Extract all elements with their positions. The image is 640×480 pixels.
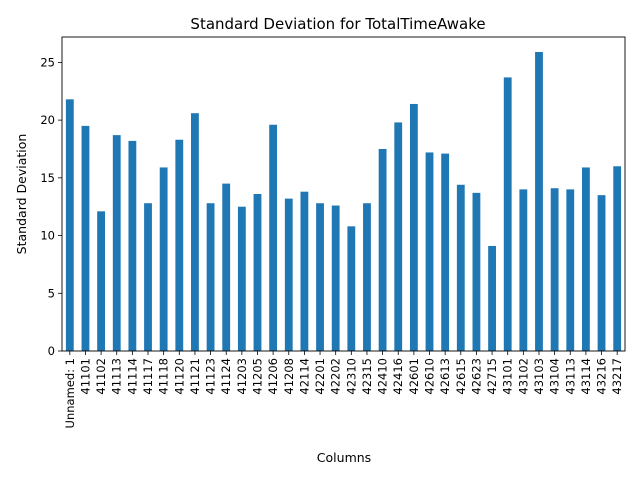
x-tick-label: 43102	[516, 358, 530, 395]
x-tick-label: 42623	[469, 358, 483, 395]
x-tick-label: 43113	[563, 358, 577, 395]
bar	[237, 206, 246, 351]
bar	[222, 183, 231, 351]
x-tick-label: 42201	[313, 358, 327, 395]
bar	[613, 166, 622, 351]
bar	[441, 153, 450, 351]
bar	[300, 191, 309, 351]
x-tick-label: 41121	[188, 358, 202, 395]
x-tick-label: 41208	[282, 358, 296, 395]
x-tick-label: 41101	[78, 358, 92, 395]
bar	[519, 189, 528, 351]
bar	[81, 125, 90, 351]
plot-frame	[61, 36, 626, 352]
bar	[409, 103, 418, 352]
x-axis: Unnamed: 1 41101 41102 41113 41114 41117 41118…	[63, 351, 624, 428]
x-tick-label: 41117	[141, 358, 155, 395]
bar	[597, 195, 606, 351]
bar	[269, 124, 278, 351]
x-tick-label: 43217	[610, 358, 624, 395]
bar	[159, 167, 168, 351]
x-tick-label: 42315	[360, 358, 374, 395]
y-tick-label: 15	[40, 171, 55, 185]
bar	[112, 135, 121, 351]
bar	[394, 122, 403, 351]
bar	[191, 113, 199, 351]
x-tick-label: 43114	[579, 358, 593, 395]
x-tick-label: 41203	[235, 358, 249, 395]
x-tick-label: 42610	[423, 358, 437, 395]
bar	[65, 99, 74, 352]
x-tick-label: 43216	[595, 358, 609, 395]
x-tick-label: 41102	[94, 358, 108, 395]
x-tick-label: 41124	[219, 358, 233, 395]
x-tick-label: 42615	[454, 358, 468, 395]
bar	[550, 188, 559, 351]
x-tick-label: 43104	[548, 358, 562, 395]
x-tick-label: 42114	[297, 358, 311, 395]
x-tick-label: 42613	[438, 358, 452, 395]
y-tick-label: 25	[40, 55, 55, 69]
bar	[284, 198, 293, 351]
x-tick-label: 42410	[376, 358, 390, 395]
bar	[253, 194, 262, 351]
bar	[128, 140, 137, 351]
bar	[363, 203, 371, 351]
x-tick-label: 42310	[344, 358, 358, 395]
x-tick-label: 41113	[110, 358, 124, 395]
bar	[331, 205, 340, 351]
x-tick-label: 42202	[329, 358, 343, 395]
y-tick-label: 0	[48, 344, 55, 358]
y-tick-label: 5	[48, 286, 55, 300]
bar	[144, 203, 152, 351]
y-axis: 0 5 10 15 20 25	[40, 55, 62, 358]
bar	[456, 184, 465, 351]
x-tick-label: 43103	[532, 358, 546, 395]
x-tick-label: 41118	[157, 358, 171, 395]
y-axis-label: Standard Deviation	[14, 134, 29, 255]
bar	[378, 148, 387, 351]
bar	[488, 245, 496, 351]
chart-title: Standard Deviation for TotalTimeAwake	[190, 15, 485, 33]
x-tick-label: 43101	[501, 358, 515, 395]
x-tick-label: 41120	[172, 358, 186, 395]
x-tick-label: Unnamed: 1	[63, 358, 77, 428]
x-tick-label: 42601	[407, 358, 421, 395]
bar	[347, 226, 356, 351]
bar	[566, 189, 575, 351]
x-tick-label: 42715	[485, 358, 499, 395]
x-tick-label: 41206	[266, 358, 280, 395]
bar	[316, 203, 324, 351]
bar	[175, 139, 184, 351]
bars-group	[65, 52, 622, 352]
bar	[206, 203, 215, 351]
bar	[425, 152, 434, 351]
x-tick-label: 41123	[204, 358, 218, 395]
bar	[472, 192, 481, 351]
bar	[503, 77, 512, 351]
x-tick-label: 41205	[250, 358, 264, 395]
x-axis-label: Columns	[317, 450, 371, 465]
x-tick-label: 42416	[391, 358, 405, 395]
x-tick-label: 41114	[125, 358, 139, 395]
bar	[535, 52, 543, 351]
y-tick-label: 20	[40, 113, 55, 127]
bar	[581, 167, 590, 351]
bar	[97, 211, 106, 351]
y-tick-label: 10	[40, 229, 55, 243]
